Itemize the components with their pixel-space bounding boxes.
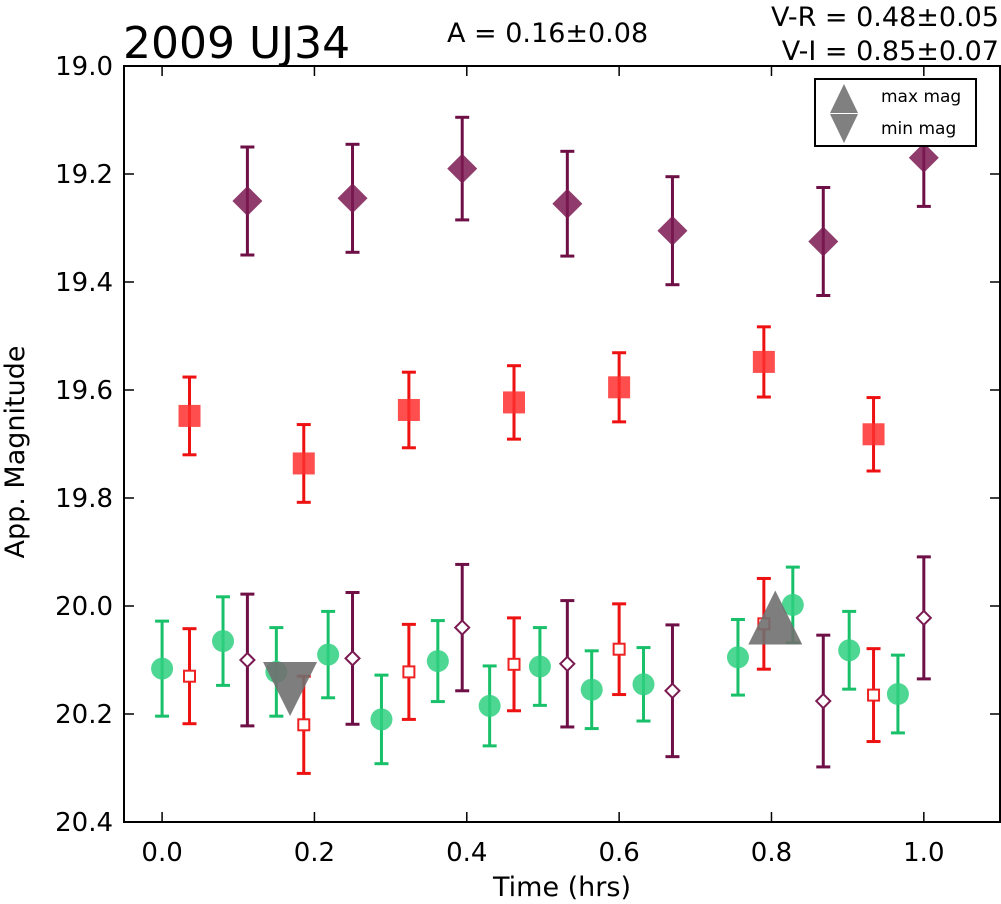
max-mag-marker <box>748 590 803 645</box>
data-point-diamond <box>447 153 478 184</box>
v-r-color-annotation: V-R = 0.48±0.05 <box>771 2 999 33</box>
series-4 <box>238 555 933 769</box>
legend-min-mag-marker <box>830 114 858 143</box>
plot-frame <box>123 65 1001 823</box>
data-point-square <box>178 404 201 427</box>
series-3 <box>182 576 881 775</box>
series-0 <box>232 107 939 297</box>
data-point-circle <box>426 650 449 673</box>
legend-min-mag-label: min mag <box>881 119 956 139</box>
data-point-square <box>507 657 521 671</box>
y-tick-label: 20.0 <box>55 592 113 622</box>
plot-content <box>151 107 939 775</box>
x-tick-label: 0.2 <box>294 838 335 868</box>
data-point-diamond <box>238 651 256 669</box>
x-tick-label: 0.0 <box>141 838 182 868</box>
y-tick-label: 20.2 <box>55 700 113 730</box>
data-point-square <box>292 452 315 475</box>
x-tick-label: 0.4 <box>446 838 487 868</box>
data-point-square <box>862 423 885 446</box>
data-point-diamond <box>814 692 832 710</box>
data-point-circle <box>886 683 909 706</box>
data-point-square <box>397 398 420 421</box>
y-tick-label: 19.4 <box>55 268 113 298</box>
legend: max mag min mag <box>814 78 977 147</box>
data-point-diamond <box>908 142 939 173</box>
y-tick-label: 19.6 <box>55 376 113 406</box>
data-point-diamond <box>552 188 583 219</box>
y-tick-label: 19.8 <box>55 484 113 514</box>
legend-max-mag-marker <box>830 84 858 113</box>
data-point-square <box>867 688 881 702</box>
data-point-square <box>752 350 775 373</box>
y-tick-label: 19.0 <box>55 52 113 82</box>
data-point-diamond <box>232 186 263 216</box>
legend-max-mag-label: max mag <box>881 87 961 107</box>
data-point-diamond <box>915 609 933 627</box>
data-point-diamond <box>337 183 368 214</box>
y-axis-label: App. Magnitude <box>0 346 31 559</box>
data-point-circle <box>317 643 340 666</box>
data-point-circle <box>151 657 174 680</box>
data-point-diamond <box>344 649 361 667</box>
data-point-diamond <box>664 682 681 700</box>
data-point-square <box>608 376 631 399</box>
data-point-circle <box>370 708 393 731</box>
series-2 <box>151 565 909 766</box>
chart-title: 2009 UJ34 <box>123 18 350 69</box>
data-point-circle <box>212 630 235 653</box>
axis-ticks: 0.0 0.2 0.4 0.6 0.8 1.0 19.0 19.2 19.4 19.6 19.8 20… <box>55 52 1000 868</box>
data-point-circle <box>726 646 749 669</box>
x-tick-label: 1.0 <box>903 838 944 868</box>
min-mag-marker <box>263 662 318 716</box>
data-point-square <box>183 669 197 683</box>
y-tick-label: 20.4 <box>55 808 113 838</box>
data-point-square <box>503 391 526 414</box>
data-point-diamond <box>808 226 839 257</box>
data-point-square <box>297 718 311 732</box>
data-point-diamond <box>453 619 471 637</box>
data-point-diamond <box>558 655 576 673</box>
data-point-square <box>402 665 416 679</box>
data-point-circle <box>478 694 501 717</box>
v-i-color-annotation: V-I = 0.85±0.07 <box>782 36 999 67</box>
x-tick-label: 0.8 <box>751 838 792 868</box>
x-tick-label: 0.6 <box>598 838 639 868</box>
data-point-diamond <box>657 215 688 246</box>
data-point-circle <box>838 639 861 662</box>
data-point-circle <box>528 655 551 678</box>
data-point-circle <box>781 593 804 616</box>
series-1 <box>178 325 885 504</box>
x-axis-label: Time (hrs) <box>492 872 631 903</box>
data-point-circle <box>580 678 603 701</box>
data-point-circle <box>632 673 655 696</box>
data-point-square <box>612 642 626 656</box>
amplitude-annotation: A = 0.16±0.08 <box>447 18 648 49</box>
y-tick-label: 19.2 <box>55 160 113 190</box>
